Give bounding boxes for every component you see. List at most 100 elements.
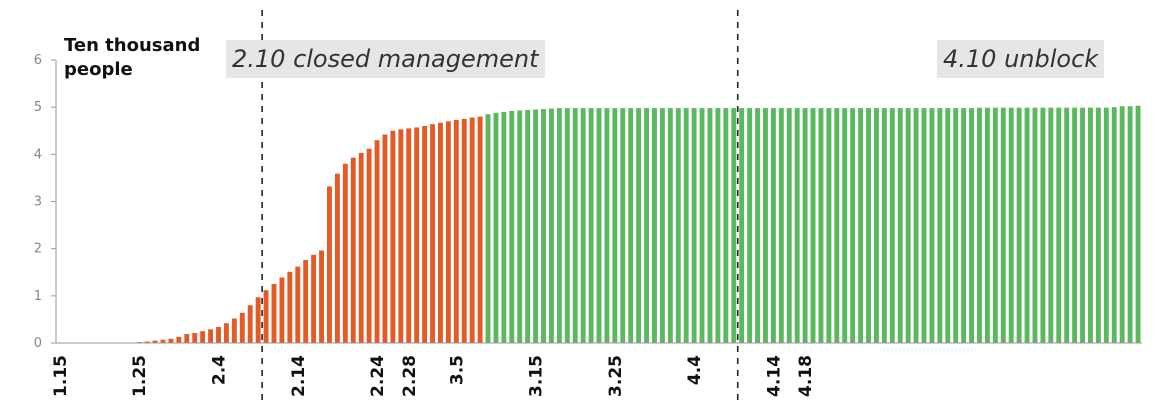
bar [366,148,372,343]
bar [778,108,784,343]
bar [477,116,483,343]
bar [1040,107,1046,343]
bar [715,108,721,343]
bar [731,108,737,343]
y-tick-label: 2 [34,242,42,257]
bar [200,331,206,343]
bar [810,108,816,343]
bar [469,117,475,343]
bar [342,163,348,343]
y-tick-label: 5 [34,100,42,115]
bar [921,108,927,343]
bar [659,108,665,343]
x-tick-label: 4.18 [796,355,816,397]
x-tick-label: 1.15 [51,355,71,397]
bar [414,127,420,343]
bar [858,108,864,343]
bar [826,108,832,343]
x-tick-label: 2.14 [289,355,309,397]
bar [667,108,673,343]
bar [1095,107,1101,343]
bars-group [57,105,1141,344]
bar [287,271,293,343]
bar [350,157,356,343]
bar [192,333,198,343]
bar [223,323,229,343]
bar [398,129,404,343]
bar [556,108,562,343]
bar [913,108,919,343]
bar [699,108,705,343]
bar [675,108,681,343]
bar [1000,107,1006,343]
bar [430,124,435,344]
bar [588,108,594,343]
bar [786,108,792,343]
bar [969,108,975,343]
bar [1032,107,1038,343]
bar [889,108,895,343]
bar [168,338,174,343]
x-tick-labels: 1.15 1.25 2.4 2.14 2.24 2.28 3.5 3.15 3.25 4.4 4.1… [51,355,816,397]
bar [255,297,261,343]
x-tick-label: 3.5 [447,355,467,385]
bar [834,108,840,343]
bar [525,110,531,343]
bar [176,336,182,343]
bar [572,108,578,343]
bar [747,108,753,343]
bar [652,108,657,343]
bar [517,110,523,343]
bar [1119,106,1125,343]
bar [541,109,546,343]
bar [770,108,776,343]
bar [1064,107,1070,343]
bar [1008,107,1014,343]
bar [612,108,618,343]
bar [295,266,301,343]
bar [461,118,467,344]
bar [390,130,396,343]
bar [596,108,602,343]
bar [1088,107,1093,343]
x-tick-label: 2.28 [400,355,420,397]
y-tick-label: 6 [34,53,42,68]
bar [580,108,586,343]
bar [247,305,253,343]
bar [184,334,190,343]
bar [961,108,967,343]
bar [897,108,903,343]
x-tick-label: 2.4 [210,355,230,385]
bar [374,140,380,343]
bar [1048,107,1054,343]
bar [303,259,309,343]
bar [279,277,285,343]
bar [873,108,879,343]
bar [1080,107,1085,343]
bar [453,119,459,344]
bar [406,128,412,343]
axes-group [51,59,1142,344]
x-tick-label: 1.25 [130,355,150,397]
bar [953,108,959,343]
bar [905,108,911,343]
bar [327,186,332,343]
bar [485,114,491,344]
bar [1056,107,1062,343]
y-tick-label: 0 [34,336,42,351]
bar [208,329,214,343]
bar [881,108,887,343]
bar [1135,105,1141,343]
bar [636,108,642,343]
bar [1103,107,1109,343]
y-axis-label: Ten thousand people [64,35,201,80]
bar [691,108,697,343]
bar [755,108,760,343]
bar [564,108,570,343]
bar [992,107,998,343]
bar [818,108,824,343]
y-tick-label: 1 [34,289,42,304]
x-tick-label: 3.25 [606,355,626,397]
bar [319,250,325,343]
